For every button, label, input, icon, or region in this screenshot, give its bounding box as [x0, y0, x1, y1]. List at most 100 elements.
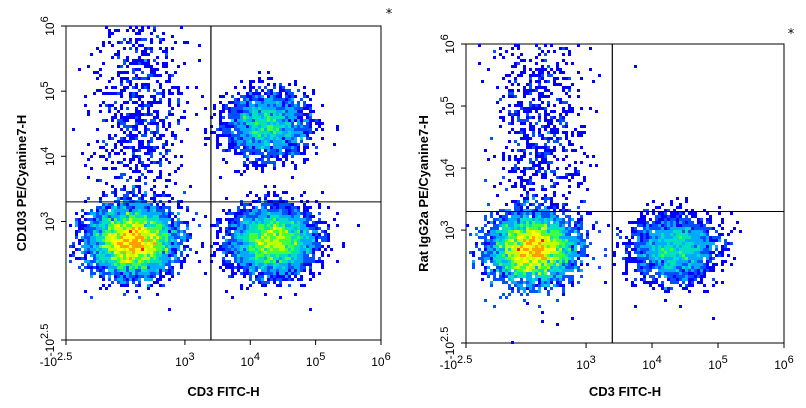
density-cell — [673, 215, 676, 218]
density-cell — [147, 62, 150, 65]
density-cell — [505, 218, 508, 221]
density-cell — [165, 158, 168, 161]
density-cell — [697, 251, 700, 254]
density-cell — [688, 248, 691, 251]
density-cell — [264, 92, 267, 95]
density-cell — [90, 266, 93, 269]
density-cell — [282, 191, 285, 194]
density-cell — [159, 218, 162, 221]
density-cell — [288, 116, 291, 119]
density-cell — [652, 251, 655, 254]
density-cell — [511, 149, 514, 152]
density-cell — [159, 137, 162, 140]
density-cell — [135, 62, 138, 65]
density-cell — [586, 263, 589, 266]
density-cell — [252, 131, 255, 134]
density-cell — [622, 272, 625, 275]
density-cell — [538, 251, 541, 254]
density-cell — [709, 227, 712, 230]
density-cell — [141, 269, 144, 272]
density-cell — [508, 224, 511, 227]
density-cell — [147, 74, 150, 77]
density-cell — [291, 239, 294, 242]
density-cell — [243, 146, 246, 149]
density-cell — [544, 170, 547, 173]
density-cell — [553, 125, 556, 128]
density-cell — [676, 239, 679, 242]
density-cell — [544, 260, 547, 263]
density-cell — [111, 248, 114, 251]
density-cell — [150, 146, 153, 149]
density-cell — [309, 278, 312, 281]
density-cell — [198, 224, 201, 227]
density-cell — [309, 212, 312, 215]
density-cell — [643, 251, 646, 254]
y-axis-title: CD103 PE/Cyanine7-H — [14, 115, 29, 252]
density-cell — [640, 212, 643, 215]
density-cell — [90, 251, 93, 254]
density-cell — [544, 221, 547, 224]
density-cell — [102, 155, 105, 158]
density-cell — [303, 95, 306, 98]
density-cell — [550, 251, 553, 254]
density-cell — [282, 128, 285, 131]
density-cell — [123, 242, 126, 245]
density-cell — [682, 245, 685, 248]
density-cell — [583, 248, 586, 251]
density-cell — [532, 269, 535, 272]
density-cell — [114, 254, 117, 257]
density-cell — [99, 224, 102, 227]
density-cell — [270, 116, 273, 119]
density-cell — [303, 125, 306, 128]
density-cell — [682, 275, 685, 278]
density-cell — [243, 203, 246, 206]
density-cell — [291, 215, 294, 218]
density-cell — [520, 137, 523, 140]
density-cell — [162, 254, 165, 257]
density-cell — [117, 230, 120, 233]
density-cell — [514, 185, 517, 188]
density-cell — [291, 233, 294, 236]
density-cell — [541, 266, 544, 269]
density-cell — [303, 209, 306, 212]
density-cell — [246, 221, 249, 224]
density-cell — [700, 260, 703, 263]
density-cell — [141, 77, 144, 80]
density-cell — [126, 107, 129, 110]
density-cell — [294, 95, 297, 98]
density-cell — [559, 236, 562, 239]
density-cell — [150, 272, 153, 275]
density-cell — [237, 236, 240, 239]
density-cell — [87, 260, 90, 263]
density-cell — [243, 128, 246, 131]
density-cell — [541, 203, 544, 206]
density-cell — [165, 47, 168, 50]
density-cell — [547, 281, 550, 284]
density-cell — [484, 233, 487, 236]
density-cell — [303, 92, 306, 95]
density-cell — [562, 227, 565, 230]
density-cell — [285, 248, 288, 251]
density-cell — [685, 227, 688, 230]
density-cell — [562, 149, 565, 152]
density-cell — [162, 95, 165, 98]
density-cell — [243, 134, 246, 137]
density-cell — [186, 236, 189, 239]
density-cell — [147, 128, 150, 131]
density-cell — [553, 230, 556, 233]
density-cell — [640, 260, 643, 263]
density-cell — [523, 236, 526, 239]
density-cell — [282, 251, 285, 254]
density-cell — [517, 260, 520, 263]
density-cell — [138, 110, 141, 113]
density-cell — [514, 167, 517, 170]
density-cell — [703, 269, 706, 272]
density-cell — [721, 281, 724, 284]
density-cell — [162, 122, 165, 125]
density-cell — [279, 110, 282, 113]
density-cell — [706, 245, 709, 248]
density-cell — [288, 146, 291, 149]
density-cell — [93, 227, 96, 230]
density-cell — [526, 167, 529, 170]
density-cell — [270, 224, 273, 227]
